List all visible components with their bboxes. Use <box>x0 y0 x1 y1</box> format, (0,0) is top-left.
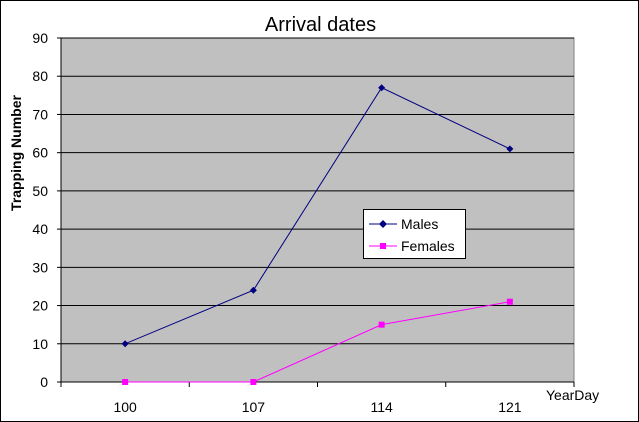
y-tick-label: 20 <box>32 298 48 314</box>
plot-background <box>60 37 575 383</box>
data-point-females <box>378 321 385 328</box>
y-tick-label: 10 <box>32 336 48 352</box>
y-tick-label: 0 <box>40 374 48 390</box>
y-tick-label: 80 <box>32 68 48 84</box>
chart-title: Arrival dates <box>264 14 377 36</box>
legend: Males Females <box>363 209 466 259</box>
legend-marker-males <box>369 220 397 228</box>
data-point-females <box>506 298 513 305</box>
legend-label-males: Males <box>401 216 439 232</box>
series-line-males <box>124 87 511 345</box>
data-point-males <box>378 84 386 92</box>
data-point-males <box>121 340 129 348</box>
y-tick-label: 40 <box>32 221 48 237</box>
legend-item-males: Males <box>364 214 438 234</box>
x-tick-label: 100 <box>113 399 137 415</box>
y-tick-label: 50 <box>32 183 48 199</box>
legend-item-females: Females <box>364 236 455 256</box>
y-tick-label: 70 <box>32 106 48 122</box>
series-line-females <box>125 301 510 383</box>
x-tick-label: 107 <box>242 399 266 415</box>
data-point-females <box>122 379 129 385</box>
y-tick-label: 90 <box>32 30 48 46</box>
data-point-females <box>250 379 257 385</box>
data-point-males <box>249 286 257 294</box>
x-tick-label: 121 <box>498 399 522 415</box>
y-tick-label: 30 <box>32 259 48 275</box>
x-axis-label: YearDay <box>546 387 600 403</box>
x-tick-label: 114 <box>370 399 393 415</box>
legend-marker-females <box>369 243 397 249</box>
data-point-males <box>506 145 514 153</box>
y-tick-label: 60 <box>32 145 48 161</box>
legend-label-females: Females <box>401 238 455 254</box>
